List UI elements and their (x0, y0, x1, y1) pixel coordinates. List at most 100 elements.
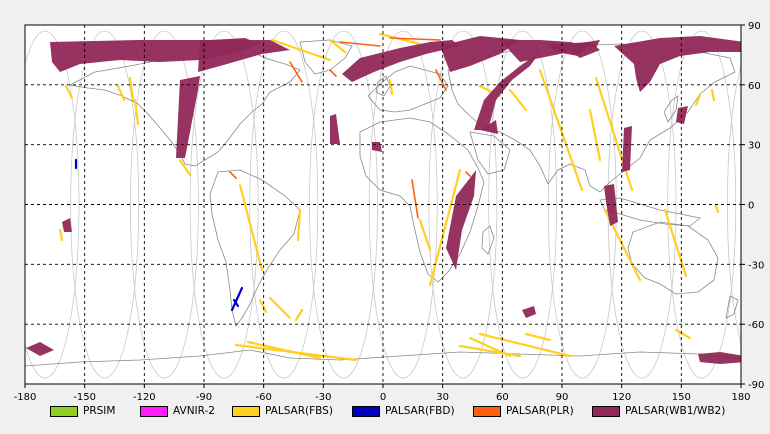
legend: PRSIM AVNIR-2 PALSAR(FBS) PALSAR(FBD) PA… (0, 402, 770, 422)
fbs-strip (524, 332, 552, 342)
fbs-strip (588, 108, 602, 162)
fbs-strip (238, 183, 264, 272)
legend-label-avnir2: AVNIR-2 (173, 405, 215, 417)
fbs-strip (710, 88, 716, 102)
legend-swatch-avnir2 (140, 405, 168, 417)
fbs-strip (268, 296, 292, 320)
madagascar-outline (481, 225, 495, 255)
fbs-strip (58, 228, 64, 242)
lon-tick-label: -90 (196, 392, 212, 403)
legend-item-palsar-fbs: PALSAR(FBS) (232, 402, 333, 420)
wb-swath (604, 184, 618, 226)
fbs-strip (594, 76, 634, 192)
fbs-strip (178, 158, 192, 177)
fbs-strip (64, 84, 74, 100)
fbs-strip (133, 98, 140, 126)
lon-tick-label: 90 (556, 392, 569, 403)
legend-label-prsim: PRSIM (83, 405, 116, 417)
lat-tick-label: 60 (748, 81, 761, 92)
fbs-strip (234, 343, 358, 362)
lat-tick-label: 30 (748, 141, 761, 152)
arabia-outline (469, 131, 511, 175)
fbs-strip (418, 218, 432, 252)
fbs-strip (328, 38, 347, 54)
wb-swath (440, 36, 520, 72)
map-content (25, 30, 741, 379)
wb-swath (176, 76, 200, 158)
fbd-strip (232, 298, 240, 308)
lon-tick-label: -30 (315, 392, 331, 403)
lon-tick-label: -180 (14, 392, 37, 403)
lat-tick-label: 90 (748, 21, 761, 32)
greenland-outline (299, 39, 353, 75)
fbs-strip (663, 208, 688, 278)
indonesia-outline (599, 197, 701, 227)
fbs-strip (388, 78, 394, 96)
orbit-track (189, 30, 259, 379)
lat-tick-label: -60 (748, 320, 764, 331)
plr-strip (229, 171, 237, 179)
legend-item-palsar-plr: PALSAR(PLR) (473, 402, 574, 420)
fbd-strip (230, 286, 244, 312)
legend-label-palsar-fbs: PALSAR(FBS) (265, 405, 333, 417)
europe-outline (367, 65, 449, 113)
lon-tick-label: 0 (380, 392, 386, 403)
fbs-strip (674, 328, 692, 340)
japan-outline (663, 95, 679, 123)
fbs-strip (270, 38, 332, 62)
axis-ticks (24, 24, 745, 388)
legend-item-palsar-wb: PALSAR(WB1/WB2) (592, 402, 725, 420)
palsar-wb-swaths (26, 36, 741, 364)
fbs-strip (116, 84, 126, 102)
longitude-tick-labels: -180 -150 -120 -90 -60 -30 0 30 60 90 120 150 180 (14, 392, 751, 403)
fbs-strip (258, 298, 268, 314)
plr-strip (389, 37, 441, 41)
fbs-strip (428, 168, 462, 287)
legend-swatch-prsim (50, 405, 78, 417)
legend-item-palsar-fbd: PALSAR(FBD) (352, 402, 455, 420)
wb-swath (676, 106, 688, 124)
antarctica-outline (25, 349, 741, 367)
wb-swath (614, 36, 741, 92)
plr-strip (435, 69, 447, 91)
wb-swath (622, 126, 632, 172)
wb-swath (546, 44, 590, 56)
plr-strip (411, 179, 419, 219)
lon-tick-label: 180 (731, 392, 750, 403)
lon-tick-label: 120 (612, 392, 631, 403)
wb-swath (62, 218, 72, 232)
plr-strip (289, 61, 303, 83)
fbs-strip (694, 93, 702, 107)
latitude-tick-labels: 90 60 30 0 -30 -60 -90 (748, 21, 764, 391)
wb-swath (574, 40, 600, 48)
legend-swatch-palsar-fbs (232, 405, 260, 417)
legend-swatch-palsar-wb (592, 405, 620, 417)
wb-swath (522, 306, 536, 318)
fbs-strip (538, 68, 584, 192)
fbs-strip (128, 76, 135, 102)
palsar-plr-strips (229, 37, 471, 219)
plr-strip (339, 41, 381, 47)
wb-swath (480, 120, 498, 134)
wb-swath (26, 342, 54, 356)
legend-label-palsar-fbd: PALSAR(FBD) (385, 405, 455, 417)
orbit-track (129, 30, 199, 379)
wb-swath (342, 40, 460, 82)
palsar-fbs-strips (58, 32, 720, 362)
plr-strip (465, 171, 471, 177)
lat-tick-label: -90 (748, 380, 764, 391)
lon-tick-label: 150 (672, 392, 691, 403)
legend-swatch-palsar-fbd (352, 405, 380, 417)
south-america-outline (209, 169, 301, 327)
legend-item-prsim: PRSIM (50, 402, 115, 420)
lat-tick-label: 0 (748, 201, 754, 212)
orbit-track (70, 30, 140, 379)
fbs-strip (478, 332, 572, 358)
lon-tick-label: -120 (133, 392, 156, 403)
palsar-fbd-strips (74, 158, 244, 312)
lon-tick-label: -60 (255, 392, 271, 403)
uk-outline (375, 75, 391, 97)
wb-swath (474, 52, 540, 130)
plr-strip (329, 69, 337, 77)
